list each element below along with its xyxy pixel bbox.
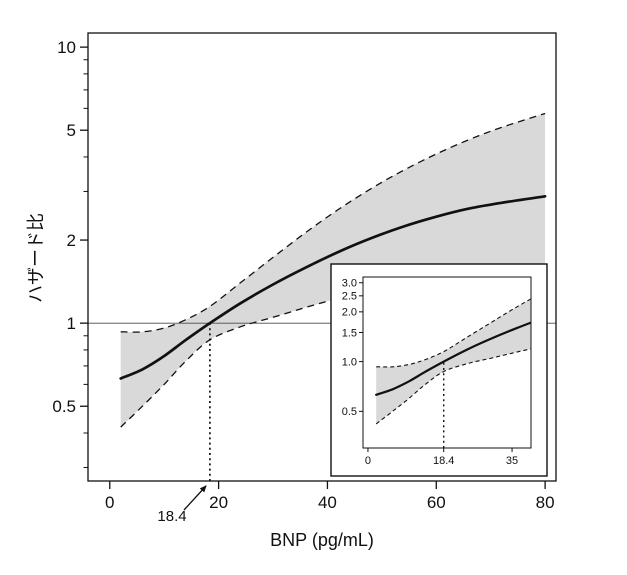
x-tick-label: 60 bbox=[427, 493, 446, 512]
inset-x-tick-label: 18.4 bbox=[433, 455, 454, 467]
y-tick-label: 5 bbox=[67, 121, 76, 140]
main-upper-ci-curve bbox=[120, 112, 546, 333]
inset-y-tick-label: 2.5 bbox=[342, 291, 357, 303]
cutoff-annotation-label: 18.4 bbox=[157, 508, 186, 525]
y-tick-label: 1 bbox=[67, 314, 76, 333]
cutoff-arrow bbox=[183, 485, 207, 511]
y-tick-label: 2 bbox=[67, 231, 76, 250]
y-tick-label: 10 bbox=[57, 38, 76, 57]
inset-y-tick-label: 0.5 bbox=[342, 406, 357, 418]
inset-upper-ci-curve bbox=[376, 298, 531, 368]
inset-hazard-ratio-curve bbox=[375, 321, 531, 396]
inset-clip-group bbox=[375, 298, 531, 448]
x-tick-label: 20 bbox=[209, 493, 228, 512]
inset-x-tick-label: 0 bbox=[365, 455, 371, 467]
inset-x-tick-label: 35 bbox=[506, 455, 518, 467]
x-tick-label: 0 bbox=[105, 493, 114, 512]
inset-y-tick-label: 1.0 bbox=[342, 356, 357, 368]
inset-y-tick-label: 3.0 bbox=[342, 278, 357, 290]
inset-plot: 0.5 1.0 1.5 2.0 2.53.0 0 18.4 35 bbox=[330, 263, 548, 477]
inset-y-tick-label: 2.0 bbox=[342, 307, 357, 319]
inset-y-tick-label: 1.5 bbox=[342, 327, 357, 339]
y-axis-title: ハザード比 bbox=[26, 213, 46, 303]
main-plot-frame bbox=[87, 32, 557, 482]
x-tick-label: 80 bbox=[536, 493, 555, 512]
x-tick-label: 40 bbox=[318, 493, 337, 512]
x-axis-title: BNP (pg/mL) bbox=[270, 530, 374, 550]
inset-plot-frame bbox=[362, 276, 532, 449]
y-tick-label: 0.5 bbox=[52, 397, 76, 416]
cutoff-annotation: 18.4 bbox=[157, 485, 207, 525]
main-hazard-ratio-curve bbox=[119, 194, 547, 380]
